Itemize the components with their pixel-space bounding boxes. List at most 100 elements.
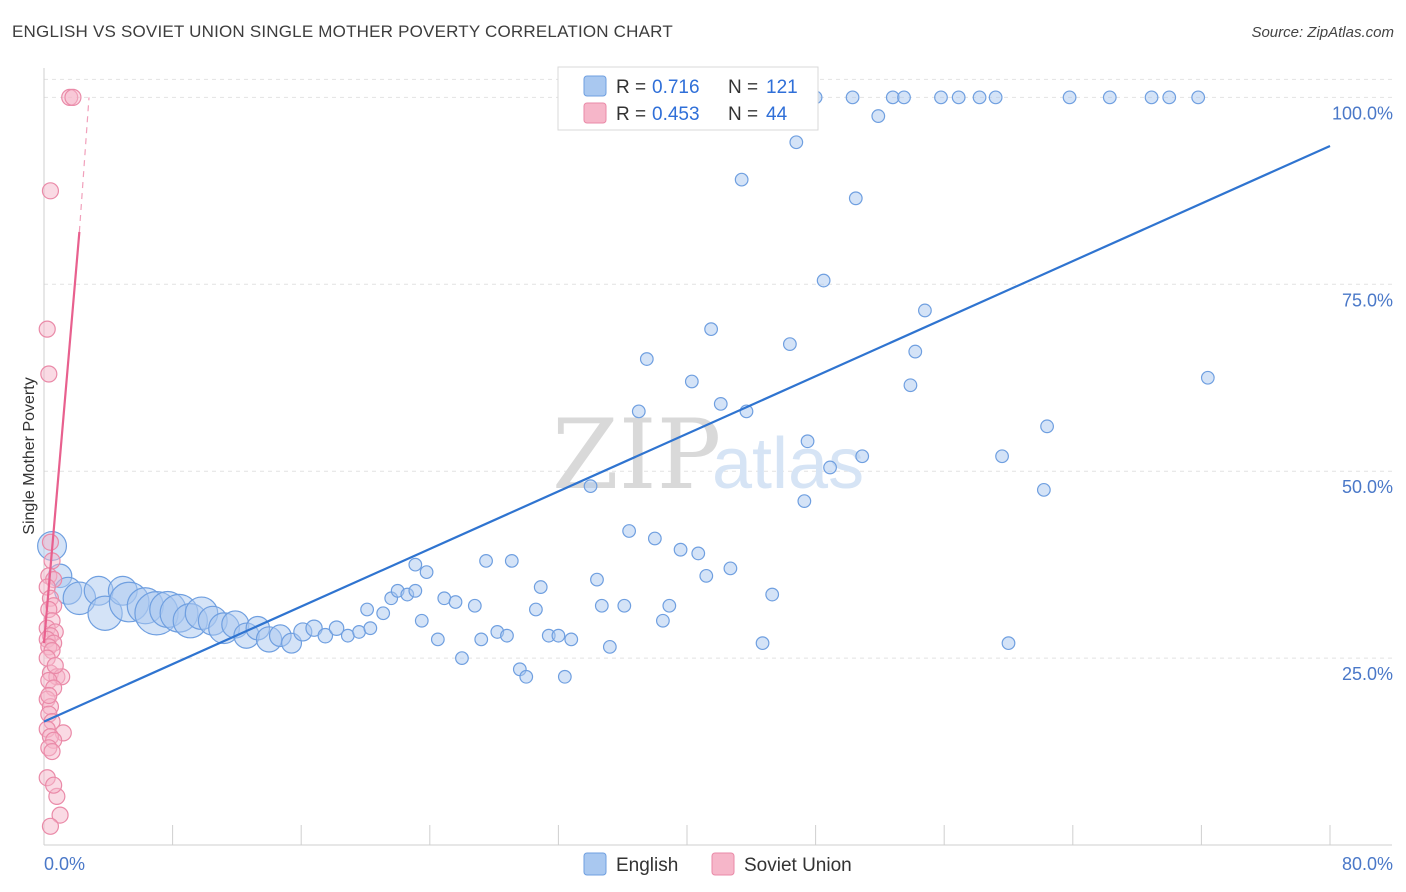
english-point	[376, 606, 391, 621]
english-point	[908, 344, 923, 359]
english-point	[673, 542, 688, 557]
y-tick-label: 75.0%	[1342, 290, 1393, 310]
soviet-union-point	[40, 686, 58, 705]
x-tick-label: 0.0%	[44, 854, 85, 874]
english-point	[500, 628, 514, 643]
english-point	[528, 602, 543, 617]
english-point	[871, 109, 886, 123]
legend-n-value-soviet: 44	[766, 104, 788, 125]
legend-n-label-soviet: N =	[728, 104, 758, 125]
soviet-union-point	[41, 533, 60, 551]
legend-label-english: English	[616, 855, 678, 876]
soviet-union-point	[40, 365, 58, 383]
english-point	[1040, 419, 1054, 434]
soviet-union-point	[51, 806, 69, 824]
x-tick-label: 80.0%	[1342, 854, 1393, 874]
english-point	[583, 479, 598, 494]
soviet-union-point	[41, 817, 60, 835]
y-tick-label: 25.0%	[1342, 664, 1393, 684]
english-point	[816, 273, 831, 288]
soviet-union-trend-line	[42, 231, 81, 644]
english-point	[647, 531, 662, 546]
english-point	[602, 639, 617, 654]
legend-r-label-english: R =	[616, 77, 646, 98]
legend-r-value-soviet: 0.453	[652, 104, 700, 125]
english-point	[408, 557, 423, 572]
english-point	[723, 561, 738, 576]
tick-labels: 25.0% 50.0% 75.0% 100.0% 0.0% 80.0%	[44, 103, 1393, 874]
english-point	[414, 613, 429, 628]
english-point	[988, 90, 1003, 105]
english-point	[1102, 90, 1117, 105]
english-point	[419, 565, 434, 580]
english-point	[1191, 90, 1206, 105]
english-point	[504, 554, 519, 568]
english-point	[594, 598, 609, 613]
english-point	[691, 546, 706, 561]
soviet-union-point	[41, 182, 60, 200]
english-point	[519, 669, 534, 684]
legend-swatch-english	[583, 75, 607, 97]
english-point	[800, 434, 815, 449]
english-point	[305, 619, 323, 637]
soviet-union-point	[64, 88, 82, 106]
soviet-union-series	[38, 88, 82, 835]
english-point	[934, 90, 948, 105]
legend-swatch-english-bottom	[583, 852, 607, 876]
english-point	[557, 669, 572, 684]
english-point	[855, 449, 870, 464]
y-tick-label: 100.0%	[1332, 103, 1393, 123]
english-point	[897, 90, 911, 105]
legend-label-soviet: Soviet Union	[744, 855, 852, 876]
english-point	[1144, 90, 1159, 105]
correlation-legend: R = 0.716 N = 121 R = 0.453 N = 44	[557, 66, 819, 131]
soviet-union-point	[45, 776, 63, 794]
english-point	[590, 572, 604, 587]
english-point	[631, 404, 646, 419]
series-legend: English Soviet Union	[583, 852, 852, 876]
english-point	[655, 613, 670, 628]
legend-swatch-soviet	[583, 102, 607, 124]
english-point	[1001, 636, 1016, 651]
english-point	[765, 587, 780, 602]
english-point	[455, 651, 469, 665]
english-trend-line	[43, 144, 1331, 723]
english-point	[360, 602, 375, 617]
english-point	[903, 378, 918, 393]
english-point	[430, 632, 445, 647]
english-point	[734, 172, 749, 187]
english-point	[1162, 90, 1177, 105]
english-point	[1062, 90, 1077, 105]
english-point	[622, 524, 637, 538]
english-point	[1200, 370, 1215, 385]
legend-r-label-soviet: R =	[616, 104, 646, 125]
english-point	[551, 628, 566, 643]
english-point	[328, 620, 345, 636]
soviet-union-point	[43, 742, 61, 761]
legend-r-value-english: 0.716	[652, 77, 700, 98]
english-point	[474, 632, 489, 647]
legend-n-label-english: N =	[728, 77, 758, 98]
soviet-union-point	[38, 320, 56, 338]
english-point	[951, 90, 966, 105]
english-point	[823, 460, 837, 475]
soviet-union-trend-extension	[78, 97, 90, 232]
soviet-union-point	[46, 656, 64, 675]
english-point	[713, 397, 728, 411]
english-point	[699, 568, 714, 583]
english-point	[848, 191, 863, 206]
english-point	[995, 449, 1009, 464]
english-point	[533, 580, 548, 594]
english-point	[782, 337, 797, 351]
english-point	[479, 554, 493, 568]
legend-n-value-english: 121	[766, 77, 798, 98]
english-point	[662, 598, 677, 613]
english-point	[317, 627, 334, 644]
english-point	[845, 90, 860, 105]
english-point	[755, 636, 770, 651]
english-point	[918, 303, 932, 318]
legend-swatch-soviet-bottom	[711, 852, 735, 876]
y-axis-title: Single Mother Poverty	[21, 377, 38, 534]
english-point	[684, 374, 699, 389]
